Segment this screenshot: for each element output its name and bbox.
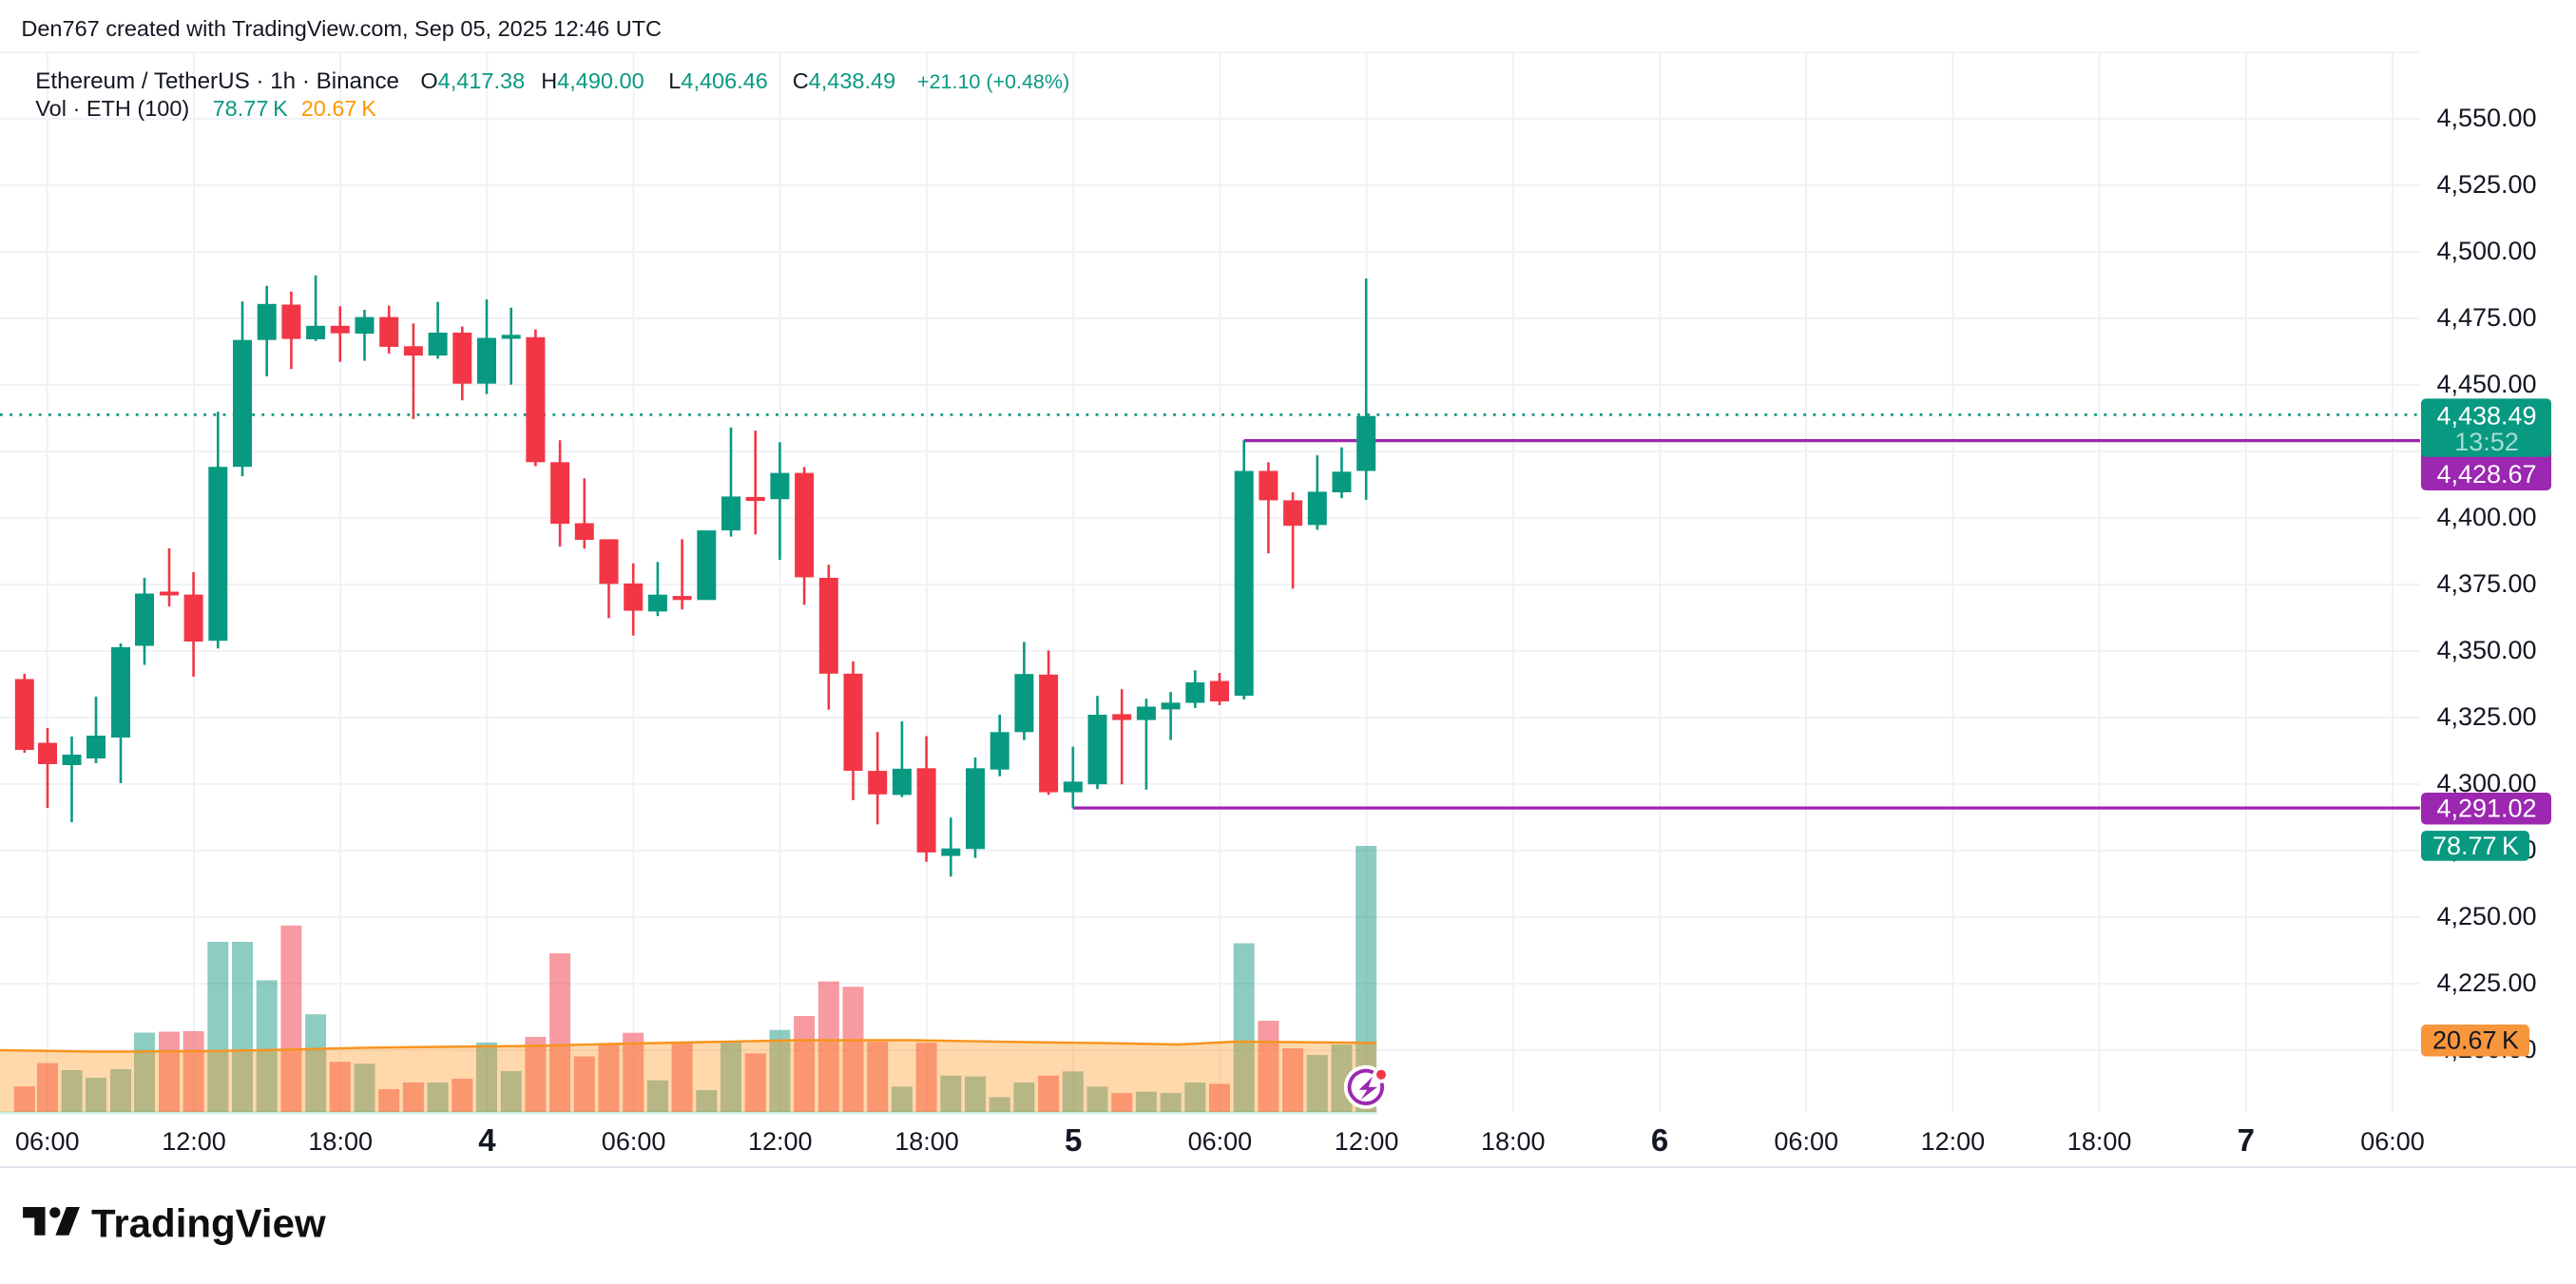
- svg-text:4,400.00: 4,400.00: [2436, 503, 2536, 531]
- svg-text:4,438.49: 4,438.49: [2436, 402, 2536, 431]
- svg-text:4,450.00: 4,450.00: [2436, 370, 2536, 398]
- svg-text:4,325.00: 4,325.00: [2436, 702, 2536, 731]
- svg-text:4,225.00: 4,225.00: [2436, 968, 2536, 997]
- svg-text:4,500.00: 4,500.00: [2436, 237, 2536, 265]
- svg-text:4,475.00: 4,475.00: [2436, 303, 2536, 332]
- svg-text:4,350.00: 4,350.00: [2436, 636, 2536, 664]
- svg-text:4,250.00: 4,250.00: [2436, 902, 2536, 930]
- svg-text:4,428.67: 4,428.67: [2436, 460, 2536, 489]
- svg-text:06:00: 06:00: [2360, 1127, 2425, 1156]
- svg-text:78.77 K: 78.77 K: [213, 96, 289, 121]
- svg-text:18:00: 18:00: [2067, 1127, 2132, 1156]
- svg-text:L4,406.46: L4,406.46: [668, 68, 768, 93]
- svg-text:06:00: 06:00: [602, 1127, 666, 1156]
- svg-text:20.67 K: 20.67 K: [2432, 1026, 2519, 1055]
- svg-text:H4,490.00: H4,490.00: [541, 68, 644, 93]
- svg-text:O4,417.38: O4,417.38: [420, 68, 525, 93]
- svg-text:C4,438.49: C4,438.49: [793, 68, 895, 93]
- svg-text:7: 7: [2238, 1122, 2255, 1158]
- svg-text:Ethereum / TetherUS · 1h · Bin: Ethereum / TetherUS · 1h · Binance: [35, 68, 399, 94]
- svg-text:TradingView: TradingView: [91, 1201, 326, 1246]
- svg-text:78.77 K: 78.77 K: [2432, 832, 2519, 860]
- svg-text:12:00: 12:00: [1335, 1127, 1399, 1156]
- svg-text:6: 6: [1651, 1122, 1668, 1158]
- svg-text:13:52: 13:52: [2454, 428, 2519, 456]
- svg-text:Vol · ETH (100): Vol · ETH (100): [35, 96, 189, 121]
- svg-text:06:00: 06:00: [15, 1127, 80, 1156]
- svg-text:12:00: 12:00: [162, 1127, 226, 1156]
- svg-text:06:00: 06:00: [1774, 1127, 1838, 1156]
- svg-text:4,291.02: 4,291.02: [2436, 795, 2536, 823]
- svg-text:18:00: 18:00: [308, 1127, 373, 1156]
- svg-text:12:00: 12:00: [748, 1127, 813, 1156]
- svg-text:18:00: 18:00: [1481, 1127, 1546, 1156]
- svg-text:4: 4: [478, 1122, 496, 1158]
- svg-text:4,525.00: 4,525.00: [2436, 170, 2536, 199]
- svg-text:+21.10 (+0.48%): +21.10 (+0.48%): [917, 70, 1069, 93]
- svg-text:18:00: 18:00: [894, 1127, 959, 1156]
- svg-text:20.67 K: 20.67 K: [301, 96, 377, 121]
- svg-text:4,550.00: 4,550.00: [2436, 104, 2536, 132]
- svg-text:12:00: 12:00: [1921, 1127, 1986, 1156]
- svg-text:06:00: 06:00: [1188, 1127, 1253, 1156]
- svg-text:5: 5: [1065, 1122, 1082, 1158]
- svg-text:Den767 created with TradingVie: Den767 created with TradingView.com, Sep…: [21, 16, 662, 41]
- svg-text:4,375.00: 4,375.00: [2436, 569, 2536, 598]
